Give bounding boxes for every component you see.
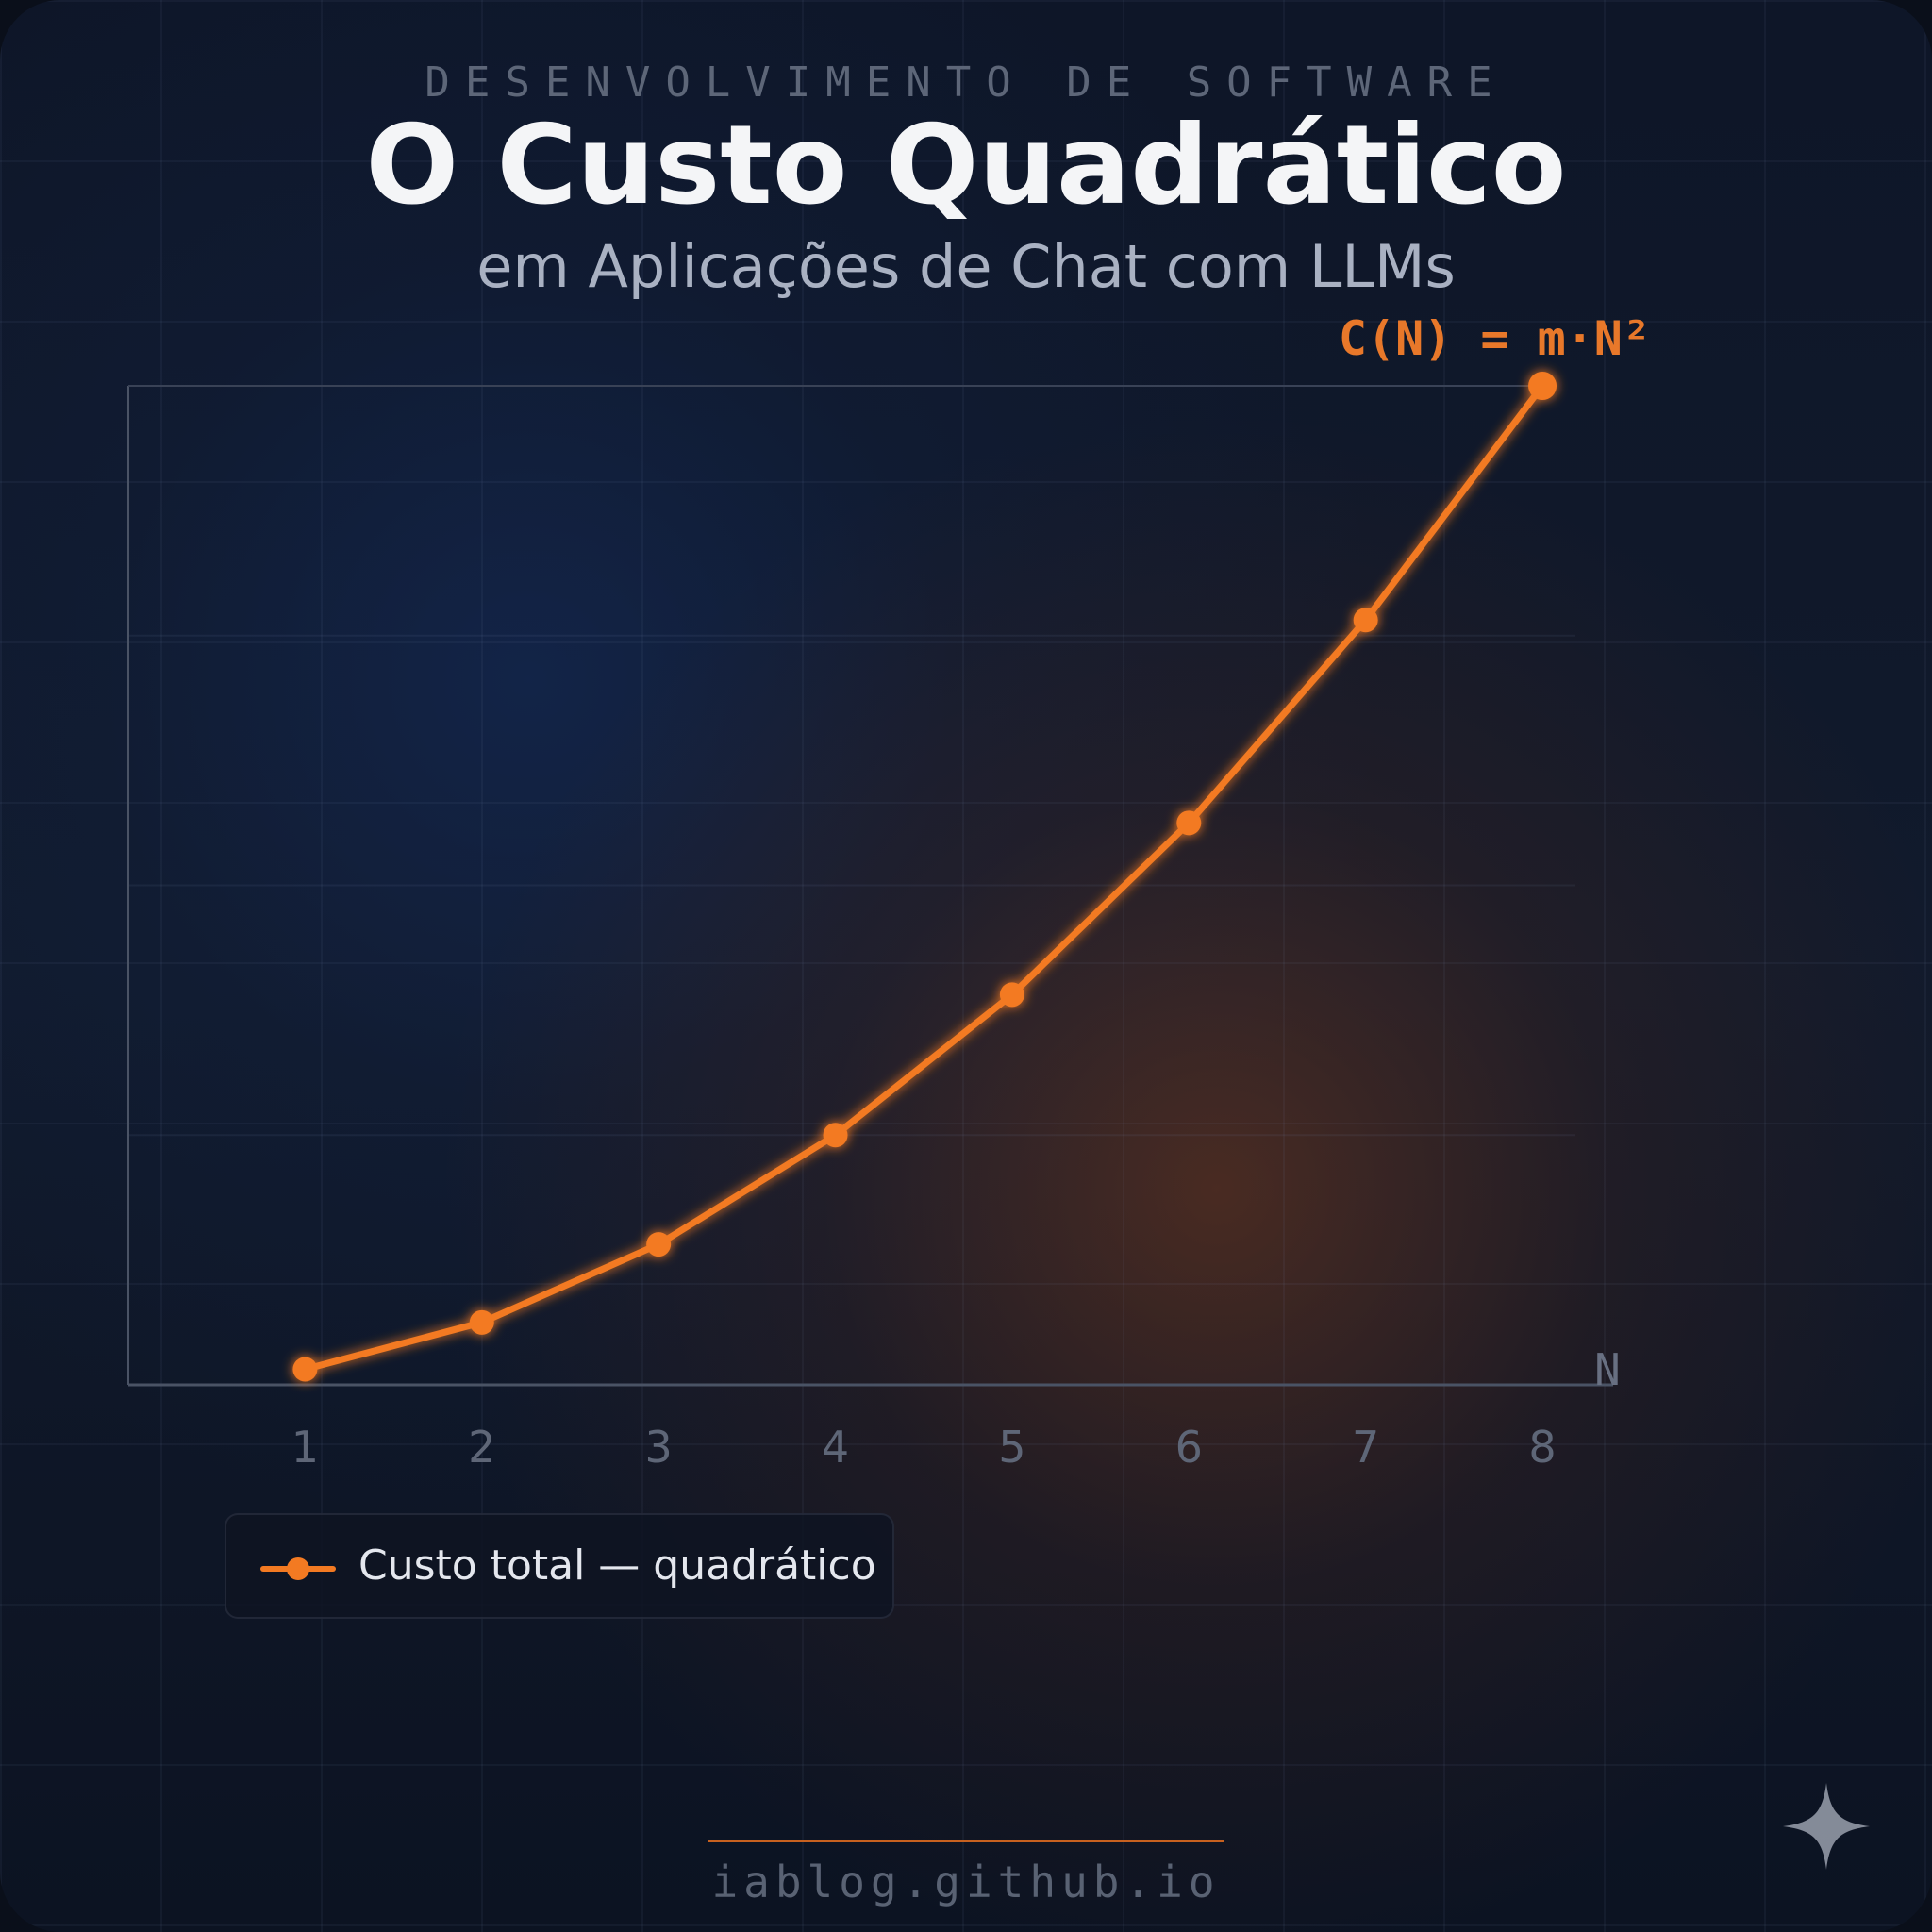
x-tick-label-2: 2 (468, 1422, 495, 1473)
x-tick-label-8: 8 (1528, 1422, 1556, 1473)
x-tick-label-3: 3 (645, 1422, 673, 1473)
series-layer (292, 372, 1557, 1382)
kicker-text: DESENVOLVIMENTO DE SOFTWARE (425, 58, 1507, 107)
data-point-n1 (292, 1357, 318, 1382)
data-point-n4 (823, 1123, 848, 1148)
data-point-n7 (1353, 608, 1378, 633)
x-axis-label: N (1594, 1344, 1621, 1395)
legend-marker (287, 1557, 309, 1580)
x-tick-label-4: 4 (822, 1422, 849, 1473)
plot-gridlines (128, 634, 1575, 1137)
page-title: O Custo Quadrático (365, 102, 1567, 229)
sparkle-icon (1783, 1783, 1870, 1870)
footer-site-link[interactable]: iablog.github.io (711, 1857, 1221, 1907)
x-tick-label-7: 7 (1352, 1422, 1379, 1473)
x-tick-label-1: 1 (291, 1422, 319, 1473)
x-tick-label-6: 6 (1175, 1422, 1203, 1473)
data-point-n8 (1528, 372, 1557, 400)
data-point-n2 (469, 1309, 494, 1335)
footer-divider (708, 1840, 1224, 1842)
page-subtitle: em Aplicações de Chat com LLMs (476, 232, 1456, 301)
series-line-1 (301, 382, 1546, 1373)
formula-annotation: C(N) = m·N² (1339, 311, 1651, 366)
x-tick-labels: 1 2 3 4 5 6 7 8 (291, 1422, 1557, 1473)
data-point-n6 (1176, 810, 1202, 836)
data-point-n5 (999, 982, 1024, 1008)
data-point-n3 (646, 1232, 672, 1257)
legend-label: Custo total — quadrático (358, 1541, 876, 1590)
x-tick-label-5: 5 (998, 1422, 1025, 1473)
chart-legend: Custo total — quadrático (225, 1513, 894, 1619)
